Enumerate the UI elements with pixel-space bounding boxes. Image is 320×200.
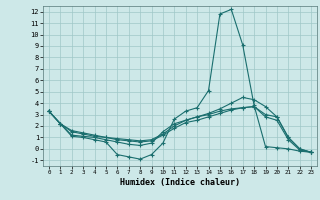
X-axis label: Humidex (Indice chaleur): Humidex (Indice chaleur) — [120, 178, 240, 187]
